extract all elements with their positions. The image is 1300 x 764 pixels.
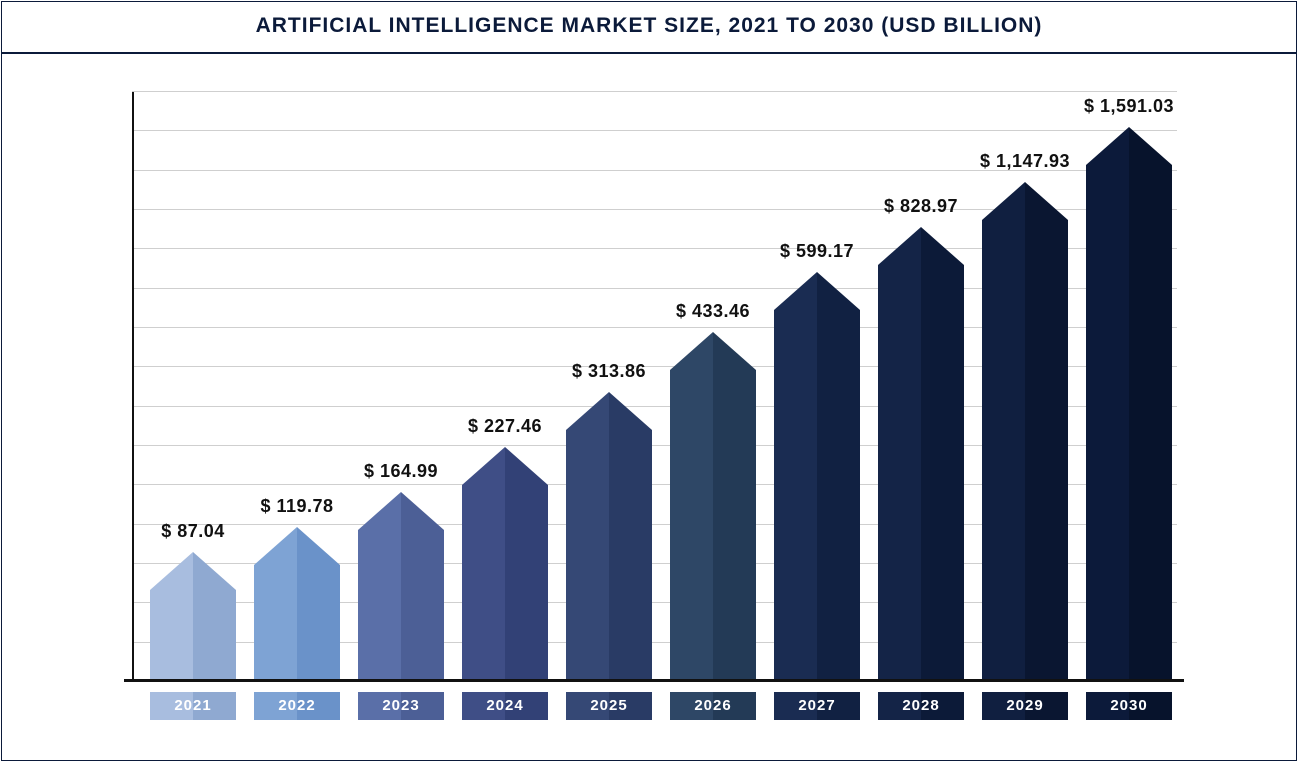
x-label: 2029 — [982, 692, 1068, 720]
bar — [254, 527, 340, 682]
bar — [1086, 127, 1172, 682]
bars-container: $ 87.04$ 119.78$ 164.99$ 227.46$ 313.86$… — [132, 92, 1177, 682]
bar — [462, 447, 548, 682]
bar — [982, 182, 1068, 682]
value-label: $ 227.46 — [425, 416, 585, 437]
x-label: 2026 — [670, 692, 756, 720]
x-label: 2021 — [150, 692, 236, 720]
plot-area: $ 87.04$ 119.78$ 164.99$ 227.46$ 313.86$… — [132, 92, 1177, 682]
value-label: $ 828.97 — [841, 196, 1001, 217]
x-label: 2025 — [566, 692, 652, 720]
title-divider — [2, 52, 1296, 54]
chart-frame: ARTIFICIAL INTELLIGENCE MARKET SIZE, 202… — [1, 1, 1297, 761]
value-label: $ 164.99 — [321, 461, 481, 482]
bar — [150, 552, 236, 682]
x-label: 2030 — [1086, 692, 1172, 720]
bar — [566, 392, 652, 682]
value-label: $ 1,591.03 — [1049, 96, 1209, 117]
x-labels: 2021 2022 2023 2024 2025 2026 2027 2028 2029 2030 — [132, 692, 1177, 720]
x-label: 2027 — [774, 692, 860, 720]
bar — [878, 227, 964, 682]
chart-title: ARTIFICIAL INTELLIGENCE MARKET SIZE, 202… — [256, 14, 1043, 37]
value-label: $ 1,147.93 — [945, 151, 1105, 172]
value-label: $ 87.04 — [113, 521, 273, 542]
title-wrap: ARTIFICIAL INTELLIGENCE MARKET SIZE, 202… — [2, 2, 1296, 52]
x-label: 2028 — [878, 692, 964, 720]
bar — [358, 492, 444, 682]
x-label: 2022 — [254, 692, 340, 720]
x-label: 2024 — [462, 692, 548, 720]
value-label: $ 313.86 — [529, 361, 689, 382]
value-label: $ 433.46 — [633, 301, 793, 322]
x-axis — [124, 679, 1184, 682]
x-label: 2023 — [358, 692, 444, 720]
value-label: $ 119.78 — [217, 496, 377, 517]
bar — [670, 332, 756, 682]
value-label: $ 599.17 — [737, 241, 897, 262]
bar — [774, 272, 860, 682]
